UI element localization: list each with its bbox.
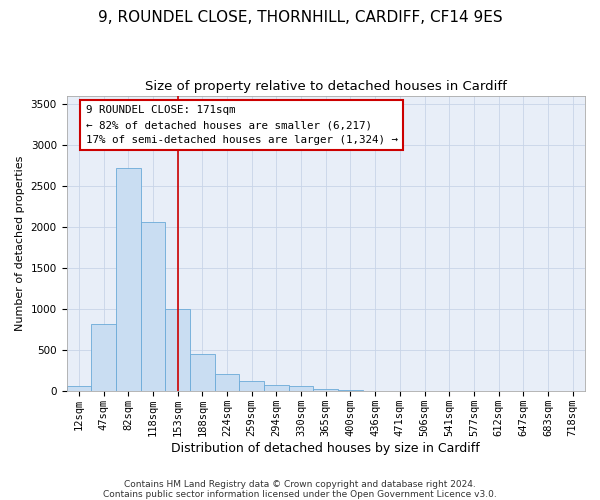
Bar xyxy=(116,168,140,392)
X-axis label: Distribution of detached houses by size in Cardiff: Distribution of detached houses by size … xyxy=(172,442,480,455)
Text: 9 ROUNDEL CLOSE: 171sqm
← 82% of detached houses are smaller (6,217)
17% of semi: 9 ROUNDEL CLOSE: 171sqm ← 82% of detache… xyxy=(86,106,398,145)
Bar xyxy=(91,324,116,392)
Bar xyxy=(165,309,190,392)
Title: Size of property relative to detached houses in Cardiff: Size of property relative to detached ho… xyxy=(145,80,507,93)
Bar xyxy=(140,222,165,392)
Text: 9, ROUNDEL CLOSE, THORNHILL, CARDIFF, CF14 9ES: 9, ROUNDEL CLOSE, THORNHILL, CARDIFF, CF… xyxy=(98,10,502,25)
Bar xyxy=(289,386,313,392)
Bar xyxy=(313,389,338,392)
Y-axis label: Number of detached properties: Number of detached properties xyxy=(15,156,25,331)
Bar xyxy=(239,380,264,392)
Bar xyxy=(190,354,215,392)
Bar xyxy=(338,390,363,392)
Bar xyxy=(67,386,91,392)
Bar xyxy=(264,385,289,392)
Bar xyxy=(215,374,239,392)
Text: Contains HM Land Registry data © Crown copyright and database right 2024.
Contai: Contains HM Land Registry data © Crown c… xyxy=(103,480,497,499)
